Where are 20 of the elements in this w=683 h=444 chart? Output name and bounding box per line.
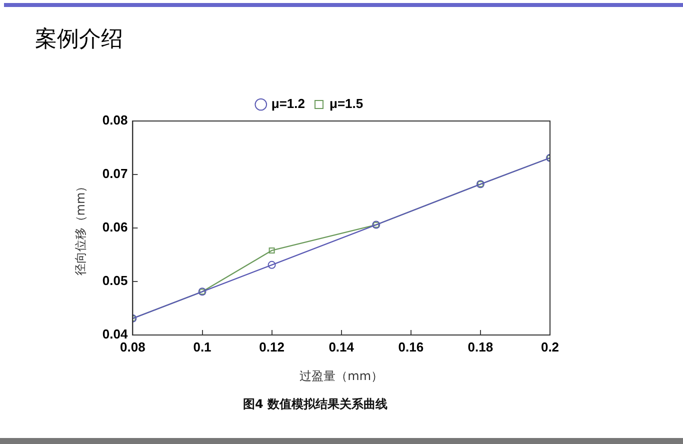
legend-label: μ=1.5 bbox=[330, 96, 364, 112]
point bbox=[268, 260, 276, 269]
x-tick-label: 0.08 bbox=[120, 339, 146, 354]
legend-label: μ=1.2 bbox=[271, 96, 306, 112]
x-tick-label: 0.16 bbox=[398, 339, 424, 354]
chart-title: 案例介绍 bbox=[35, 26, 123, 54]
x-tick-label: 0.1 bbox=[193, 339, 212, 354]
x-tick-label: 0.18 bbox=[468, 339, 494, 354]
x-tick-label: 0.2 bbox=[540, 339, 560, 354]
x-tick-label: 0.12 bbox=[259, 339, 284, 354]
y-tick-label: 0.04 bbox=[102, 326, 128, 342]
x-axis-title: 过盈量（mm） bbox=[300, 368, 384, 383]
caption: 图4 数值模拟结果关系曲线 bbox=[243, 396, 388, 413]
y-tick-label: 0.07 bbox=[102, 166, 128, 182]
y-axis-title: 径向位移（mm） bbox=[73, 180, 88, 276]
y-tick-label: 0.05 bbox=[102, 273, 128, 288]
point bbox=[268, 247, 275, 254]
y-tick-label: 0.06 bbox=[102, 220, 128, 235]
y-tick-label: 0.08 bbox=[102, 112, 128, 128]
x-tick-label: 0.14 bbox=[328, 339, 355, 354]
